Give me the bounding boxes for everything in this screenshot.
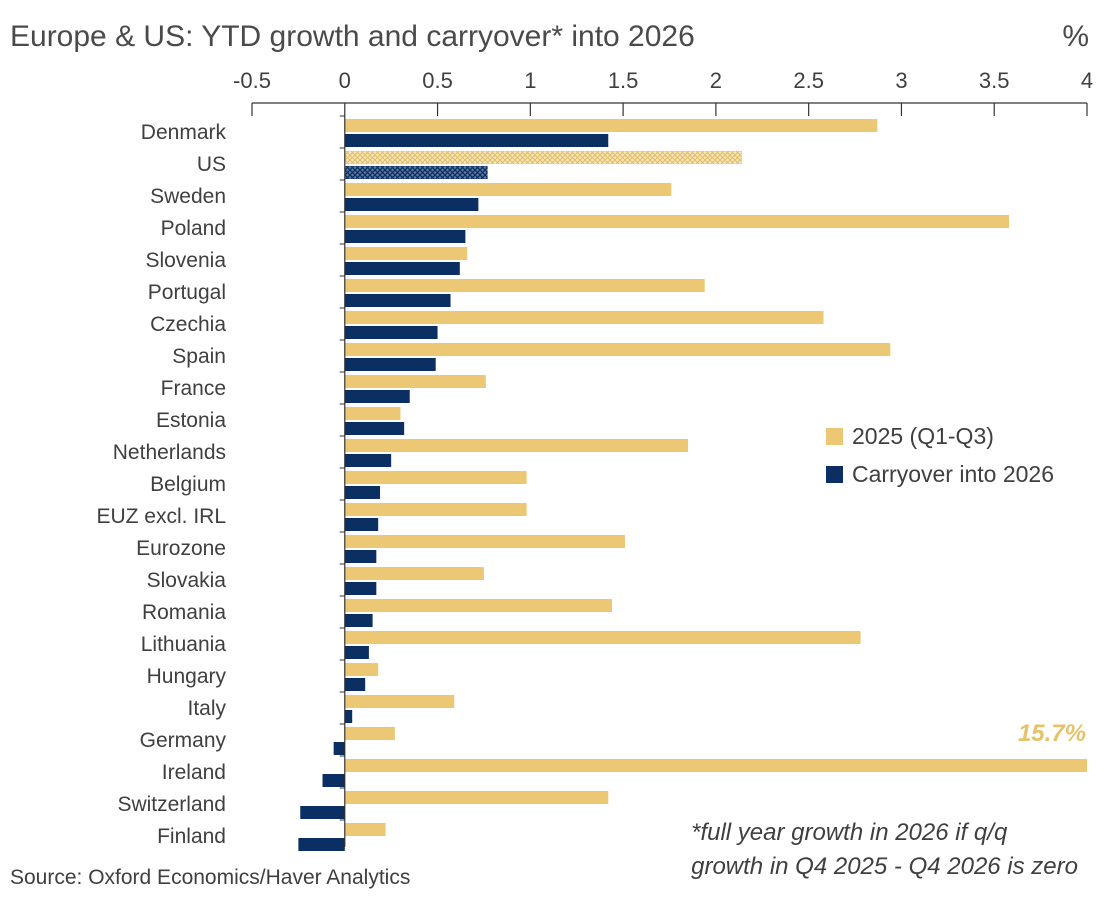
bar-2025-euz-excl-irl: [344, 503, 527, 516]
category-label: Estonia: [156, 409, 226, 432]
category-label: Lithuania: [141, 633, 227, 656]
bar-carryover-estonia: [344, 422, 405, 435]
bar-carryover-slovenia: [344, 262, 460, 275]
bar-carryover-portugal: [344, 294, 451, 307]
category-label: Sweden: [150, 185, 226, 208]
x-tick-label: 2: [710, 68, 722, 93]
bar-2025-spain: [344, 343, 891, 356]
bar-carryover-lithuania: [344, 646, 369, 659]
category-label: EUZ excl. IRL: [96, 505, 226, 528]
bar-2025-sweden: [344, 183, 672, 196]
bar-2025-denmark: [344, 119, 878, 132]
bar-2025-switzerland: [344, 791, 609, 804]
category-label: Slovenia: [145, 249, 226, 272]
bar-carryover-eurozone: [344, 550, 377, 563]
bar-2025-portugal: [344, 279, 705, 292]
bar-carryover-finland: [298, 838, 345, 851]
bar-carryover-poland: [344, 230, 466, 243]
category-label: Poland: [161, 217, 226, 240]
category-label: Hungary: [147, 665, 227, 688]
x-tick-label: 2.5: [793, 68, 824, 93]
bar-carryover-germany: [333, 742, 345, 755]
category-label: Slovakia: [147, 569, 227, 592]
bar-carryover-us: [344, 166, 488, 179]
legend-label-2025: 2025 (Q1-Q3): [852, 422, 994, 449]
x-tick-label: 0: [339, 68, 351, 93]
footnote-line-1: *full year growth in 2026 if q/q: [691, 819, 1008, 846]
bar-2025-us: [344, 151, 742, 164]
source-note: Source: Oxford Economics/Haver Analytics: [10, 866, 411, 889]
bar-2025-estonia: [344, 407, 401, 420]
category-label: US: [197, 153, 226, 176]
bar-2025-czechia: [344, 311, 824, 324]
bar-carryover-switzerland: [300, 806, 345, 819]
bar-2025-eurozone: [344, 535, 625, 548]
bar-carryover-france: [344, 390, 410, 403]
bar-carryover-denmark: [344, 134, 609, 147]
category-label: Ireland: [162, 761, 226, 784]
legend-swatch-2025: [826, 427, 843, 445]
bar-2025-finland: [344, 823, 386, 836]
x-tick-label: -0.5: [233, 68, 271, 93]
bar-2025-france: [344, 375, 486, 388]
footnote: *full year growth in 2026 if q/q growth …: [691, 816, 1078, 884]
footnote-line-2: growth in Q4 2025 - Q4 2026 is zero: [691, 853, 1078, 880]
x-tick-label: 3.5: [979, 68, 1010, 93]
bar-carryover-sweden: [344, 198, 479, 211]
bar-2025-belgium: [344, 471, 527, 484]
bar-carryover-belgium: [344, 486, 381, 499]
bar-2025-hungary: [344, 663, 379, 676]
x-tick-label: 1.5: [608, 68, 639, 93]
bar-2025-lithuania: [344, 631, 861, 644]
bar-carryover-czechia: [344, 326, 438, 339]
bar-2025-ireland: [344, 759, 1087, 772]
bar-2025-romania: [344, 599, 612, 612]
category-label: Czechia: [150, 313, 226, 336]
bar-2025-netherlands: [344, 439, 689, 452]
category-label: Eurozone: [136, 537, 226, 560]
legend-swatch-carryover: [826, 465, 843, 483]
unit-label: %: [1062, 20, 1089, 53]
bar-carryover-ireland: [322, 774, 345, 787]
category-label: Germany: [140, 729, 227, 752]
x-tick-label: 3: [895, 68, 907, 93]
x-tick-label: 4: [1081, 68, 1093, 93]
category-label: Italy: [187, 697, 226, 720]
legend: 2025 (Q1-Q3) Carryover into 2026: [826, 417, 1054, 493]
bar-2025-italy: [344, 695, 455, 708]
x-tick-label: 1: [524, 68, 536, 93]
bar-carryover-slovakia: [344, 582, 377, 595]
x-tick-label: 0.5: [422, 68, 453, 93]
category-label: Denmark: [141, 121, 227, 144]
category-label: Belgium: [150, 473, 226, 496]
bar-2025-germany: [344, 727, 395, 740]
category-label: Spain: [172, 345, 226, 368]
legend-item-carryover: Carryover into 2026: [826, 455, 1054, 493]
bar-carryover-spain: [344, 358, 436, 371]
bar-2025-slovakia: [344, 567, 484, 580]
legend-item-2025: 2025 (Q1-Q3): [826, 417, 1054, 455]
bar-2025-slovenia: [344, 247, 468, 260]
category-label: Romania: [142, 601, 226, 624]
category-label: Netherlands: [113, 441, 226, 464]
bar-carryover-italy: [344, 710, 353, 723]
category-label: Finland: [157, 825, 226, 848]
chart-title: Europe & US: YTD growth and carryover* i…: [10, 20, 695, 53]
category-label: France: [161, 377, 226, 400]
bar-carryover-romania: [344, 614, 373, 627]
category-label: Portugal: [148, 281, 226, 304]
bar-carryover-euz-excl-irl: [344, 518, 379, 531]
bar-carryover-hungary: [344, 678, 366, 691]
bar-carryover-netherlands: [344, 454, 392, 467]
legend-label-carryover: Carryover into 2026: [852, 460, 1054, 487]
ireland-value-callout: 15.7%: [1017, 720, 1086, 747]
bar-2025-poland: [344, 215, 1010, 228]
category-label: Switzerland: [117, 793, 226, 816]
